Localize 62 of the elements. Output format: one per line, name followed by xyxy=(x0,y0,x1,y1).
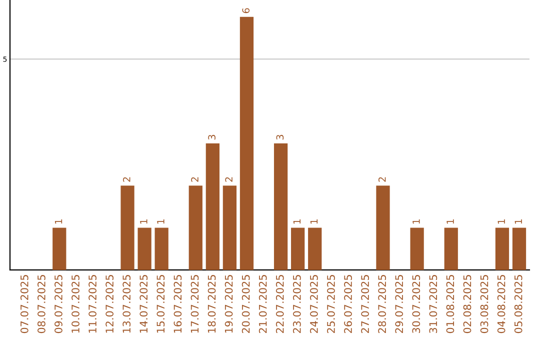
data-label: 3 xyxy=(208,134,216,140)
x-tick-label: 03.08.2025 xyxy=(480,275,488,334)
data-label: 1 xyxy=(514,219,522,224)
x-tick-label: 21.07.2025 xyxy=(258,275,267,334)
data-label: 2 xyxy=(191,177,198,182)
bar xyxy=(444,228,458,270)
x-tick-label: 15.07.2025 xyxy=(156,275,165,333)
x-tick-label: 09.07.2025 xyxy=(54,275,62,334)
data-label: 1 xyxy=(157,219,164,224)
x-tick-label: 25.07.2025 xyxy=(327,275,335,334)
x-tick-label: 02.08.2025 xyxy=(463,275,472,334)
data-label: 6 xyxy=(242,8,250,14)
x-tick-label: 05.08.2025 xyxy=(514,275,522,334)
bar xyxy=(376,186,390,270)
x-tick-label: 30.07.2025 xyxy=(412,275,420,333)
data-label: 2 xyxy=(122,177,130,182)
x-tick-label: 07.07.2025 xyxy=(20,275,28,334)
x-tick-label: 08.07.2025 xyxy=(37,275,46,334)
x-tick-label: 27.07.2025 xyxy=(361,275,369,334)
x-tick-label: 16.07.2025 xyxy=(174,275,182,333)
x-tick-label: 17.07.2025 xyxy=(190,275,199,333)
bar xyxy=(410,228,424,270)
x-tick-label: 31.07.2025 xyxy=(429,275,438,333)
bar xyxy=(308,228,322,270)
x-tick-label: 10.07.2025 xyxy=(72,275,80,333)
bar xyxy=(52,228,66,270)
x-tick-label: 12.07.2025 xyxy=(106,275,114,333)
bar xyxy=(206,143,220,270)
bar xyxy=(512,228,526,270)
data-label: 1 xyxy=(54,219,62,224)
data-label: 1 xyxy=(498,219,505,224)
x-tick-label: 20.07.2025 xyxy=(242,275,250,334)
x-tick-label: 01.08.2025 xyxy=(446,275,454,334)
x-tick-label: 04.08.2025 xyxy=(497,275,506,334)
bar xyxy=(138,228,152,270)
x-tick-label: 22.07.2025 xyxy=(276,275,284,334)
bar xyxy=(495,228,510,270)
x-tick-label: 28.07.2025 xyxy=(378,275,386,334)
x-tick-label: 29.07.2025 xyxy=(395,275,404,334)
data-label: 1 xyxy=(412,219,420,224)
bar xyxy=(154,228,168,270)
bar xyxy=(274,143,288,270)
bar xyxy=(188,186,202,270)
bar xyxy=(120,186,134,270)
data-label: 1 xyxy=(293,219,301,224)
x-tick-label: 24.07.2025 xyxy=(310,275,318,334)
x-tick-label: 26.07.2025 xyxy=(344,275,352,334)
data-label: 1 xyxy=(446,219,454,224)
x-tick-label: 14.07.2025 xyxy=(140,275,148,333)
x-tick-label: 19.07.2025 xyxy=(224,275,233,333)
x-tick-label: 18.07.2025 xyxy=(208,275,216,333)
bar xyxy=(291,228,305,270)
data-label: 2 xyxy=(378,177,386,182)
x-tick-label: 11.07.2025 xyxy=(88,275,96,333)
x-tick-label: 13.07.2025 xyxy=(122,275,131,333)
x-tick-label: 23.07.2025 xyxy=(292,275,301,334)
data-label: 1 xyxy=(140,219,148,224)
bar xyxy=(240,16,254,270)
data-label: 2 xyxy=(225,177,232,182)
bar xyxy=(222,186,237,270)
data-label: 3 xyxy=(276,134,284,140)
data-label: 1 xyxy=(310,219,318,224)
